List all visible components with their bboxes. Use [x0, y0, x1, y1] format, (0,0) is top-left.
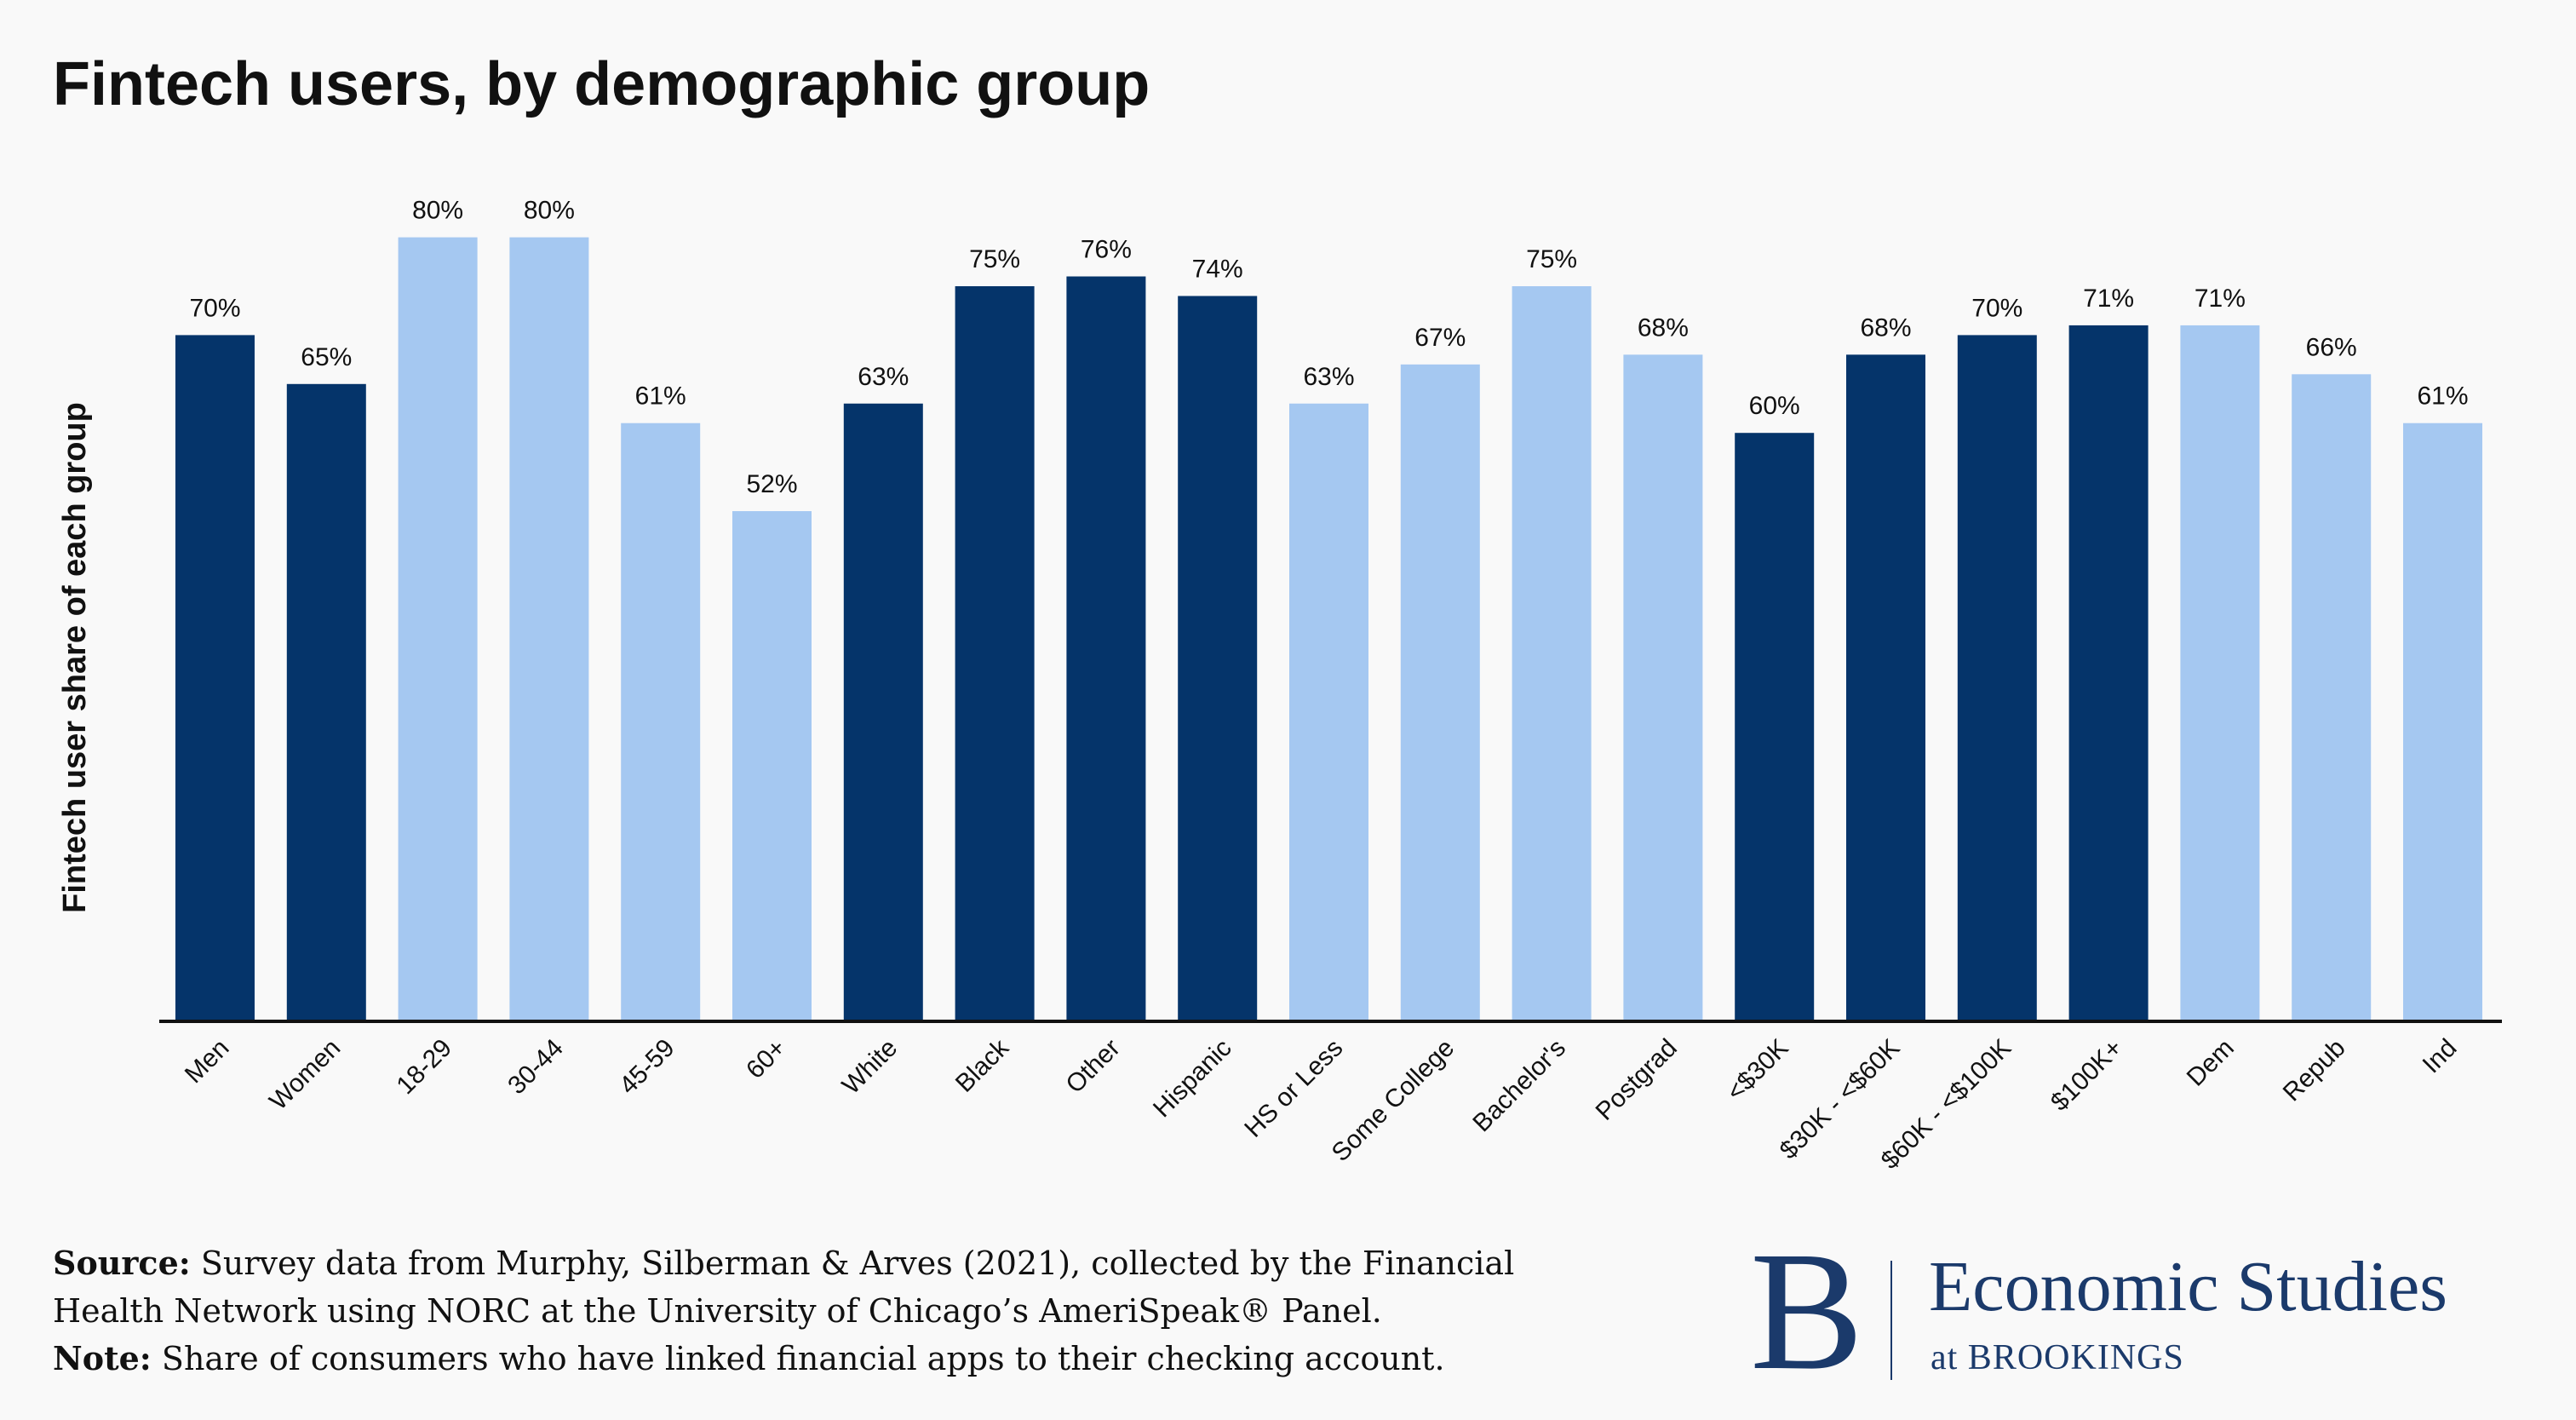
y-axis-label: Fintech user share of each group: [57, 402, 93, 913]
source-text: Survey data from Murphy, Silberman & Arv…: [190, 1245, 1515, 1282]
bar: [955, 286, 1035, 1020]
bar: [2403, 423, 2482, 1020]
data-label: 74%: [1192, 255, 1243, 283]
data-label: 63%: [1303, 363, 1354, 391]
bar: [2068, 325, 2149, 1020]
bar: [286, 383, 366, 1020]
bar: [1512, 286, 1592, 1020]
bar: [1178, 296, 1258, 1020]
data-label: 60%: [1749, 392, 1800, 420]
bar: [732, 511, 812, 1020]
bar: [2292, 374, 2372, 1020]
data-label: 70%: [1971, 294, 2022, 322]
tick-label: Black: [950, 1033, 1015, 1098]
tick-label: 30-44: [502, 1034, 569, 1101]
tick-label: 18-29: [391, 1034, 457, 1101]
data-label: 70%: [189, 294, 240, 322]
bar: [621, 423, 701, 1020]
data-label: 67%: [1414, 324, 1466, 352]
logo-name: Economic Studies: [1929, 1247, 2447, 1326]
bar: [1289, 403, 1368, 1020]
source-line-2: Health Network using NORC at the Univers…: [53, 1292, 1382, 1330]
note-text: Share of consumers who have linked finan…: [151, 1340, 1445, 1377]
tick-label: HS or Less: [1239, 1034, 1348, 1143]
bar: [398, 237, 478, 1020]
tick-label: 60+: [741, 1034, 791, 1084]
data-label: 65%: [301, 343, 352, 371]
tick-label: $100K+: [2045, 1034, 2128, 1117]
bar: [1957, 335, 2037, 1020]
source-line: Source: Survey data from Murphy, Silberm…: [53, 1239, 1514, 1287]
data-label: 63%: [858, 363, 909, 391]
bar: [843, 403, 923, 1020]
logo-sub: at BROOKINGS: [1931, 1338, 2184, 1377]
bar: [1066, 276, 1146, 1020]
tick-label: Postgrad: [1591, 1034, 1683, 1126]
source-label: Source:: [53, 1244, 191, 1282]
logo-letter: B: [1750, 1217, 1864, 1406]
bar: [1846, 354, 1925, 1020]
tick-label: Ind: [2418, 1034, 2463, 1079]
bar: [1623, 354, 1703, 1020]
tick-label: Men: [180, 1034, 235, 1089]
tick-label: Hispanic: [1148, 1034, 1237, 1124]
bar-chart: Fintech user share of each group 70% Men 6…: [57, 197, 2502, 1175]
data-label: 61%: [635, 382, 686, 411]
data-label: 75%: [1526, 245, 1577, 273]
bar: [1400, 364, 1480, 1020]
tick-label: 45-59: [614, 1034, 680, 1101]
data-label: 80%: [412, 197, 463, 225]
chart-title: Fintech users, by demographic group: [53, 50, 1150, 118]
bar: [2180, 325, 2260, 1020]
data-label: 61%: [2417, 382, 2468, 411]
tick-label: Other: [1060, 1034, 1125, 1099]
data-label: 80%: [524, 197, 575, 225]
bar: [1735, 433, 1815, 1020]
tick-label: Bachelor's: [1467, 1034, 1571, 1138]
bar: [509, 237, 589, 1020]
data-label: 71%: [2083, 285, 2134, 313]
data-label: 75%: [969, 245, 1020, 273]
tick-label: Women: [264, 1034, 346, 1116]
logo-divider: [1890, 1261, 1892, 1380]
tick-label: Dem: [2182, 1034, 2240, 1092]
data-label: 76%: [1081, 236, 1132, 264]
data-label: 66%: [2306, 333, 2357, 361]
tick-label: <$30K: [1721, 1034, 1793, 1107]
data-label: 71%: [2194, 285, 2246, 313]
note-label: Note:: [53, 1339, 152, 1377]
tick-label: Repub: [2278, 1034, 2351, 1107]
note-line: Note: Share of consumers who have linked…: [53, 1335, 1514, 1383]
data-label: 68%: [1860, 313, 1911, 342]
data-label: 68%: [1638, 313, 1689, 342]
footer-notes: Source: Survey data from Murphy, Silberm…: [53, 1239, 1514, 1383]
tick-label: White: [837, 1034, 904, 1101]
bar: [175, 335, 255, 1020]
data-label: 52%: [746, 470, 797, 498]
